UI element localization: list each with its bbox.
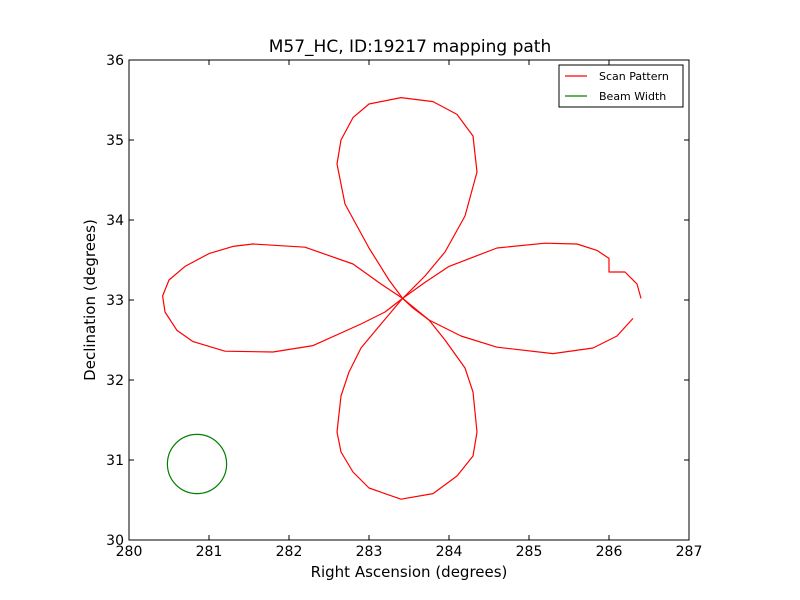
series-layer [162,96,642,500]
y-tick-label: 35 [106,133,124,149]
x-tick-label: 286 [596,544,623,560]
x-tick-label: 282 [276,544,303,560]
legend-box [558,64,684,108]
x-tick-label: 281 [196,544,223,560]
y-tick-label: 36 [106,53,124,69]
x-tick-label: 287 [676,544,703,560]
y-tick-label: 32 [106,373,124,389]
legend-label-scan-pattern: Scan Pattern [599,70,669,83]
x-axis-label: Right Ascension (degrees) [311,563,508,581]
chart-title: M57_HC, ID:19217 mapping path [269,37,551,57]
x-tick-label: 284 [436,544,463,560]
y-tick-label: 31 [106,453,124,469]
y-tick-label: 33 [106,293,124,309]
beam-width-circle [166,433,228,495]
x-tick-label: 280 [116,544,143,560]
plot-area [128,59,690,541]
y-tick-label: 30 [106,533,124,549]
x-tick-label: 283 [356,544,383,560]
scan-pattern-segment-3 [336,96,478,500]
legend: Scan Pattern Beam Width [558,64,684,108]
scan-pattern-segment-2 [162,242,642,353]
y-tick-label: 34 [106,213,124,229]
y-axis-label: Declination (degrees) [81,219,99,381]
tick-layer: 280 281 282 283 284 285 286 287 30 31 32 33 34 35 36 [106,53,702,560]
x-tick-label: 285 [516,544,543,560]
legend-label-beam-width: Beam Width [599,90,666,103]
